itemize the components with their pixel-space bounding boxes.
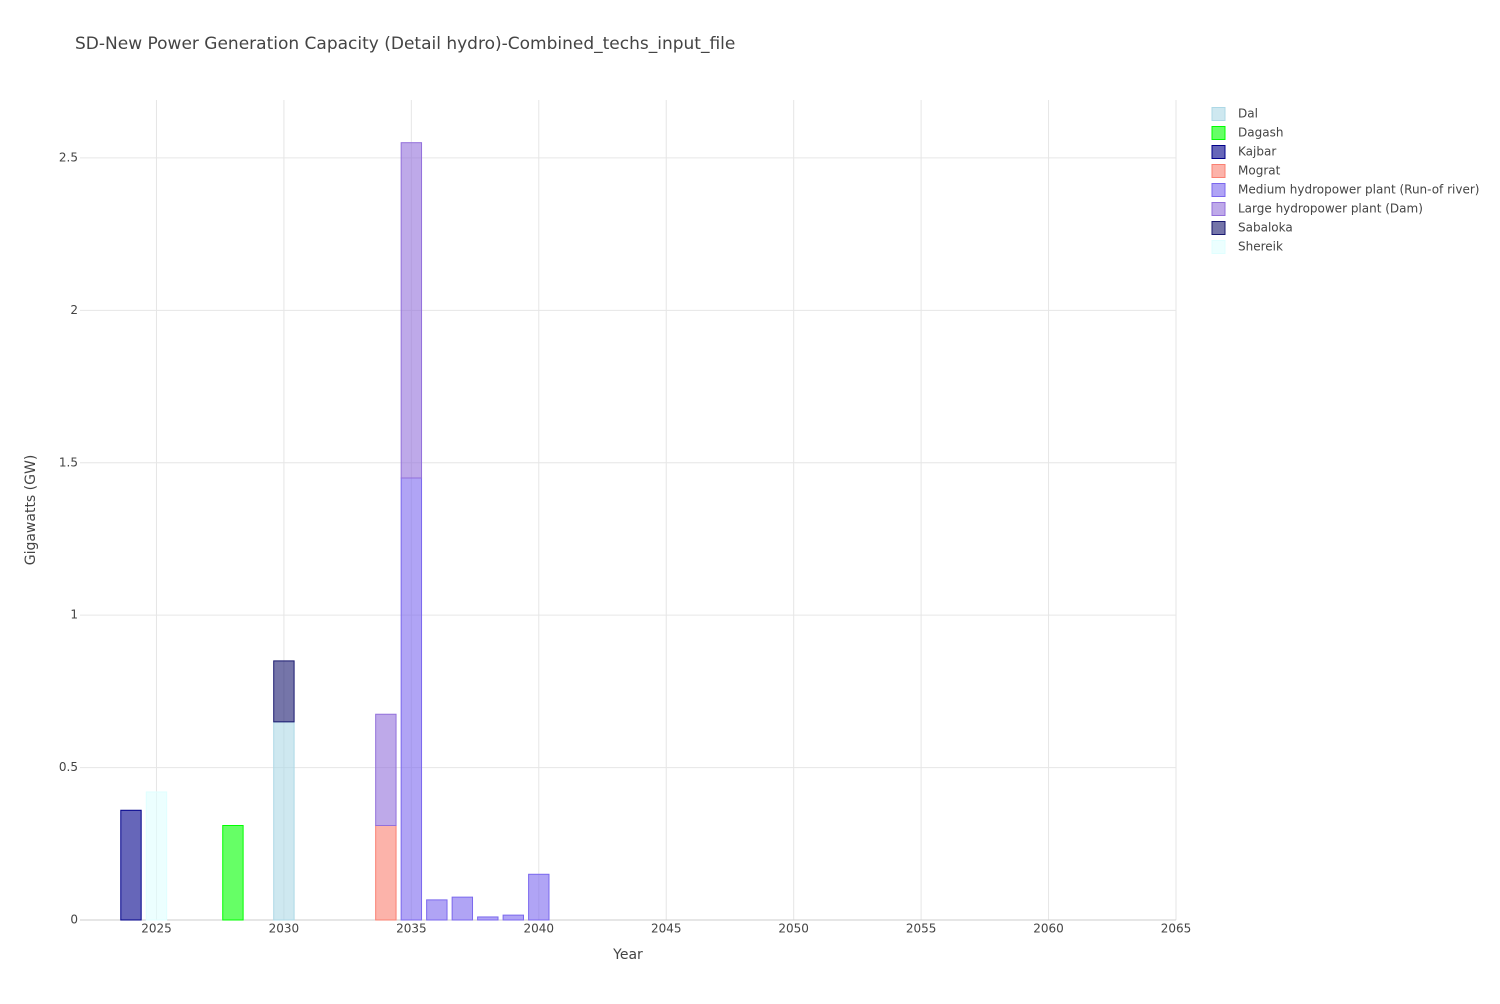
legend-swatch — [1211, 126, 1226, 140]
y-axis-title: Gigawatts (GW) — [23, 455, 39, 566]
x-tick-label: 2050 — [778, 922, 809, 936]
x-tick-label: 2055 — [906, 922, 937, 936]
legend-swatch — [1211, 221, 1226, 235]
y-tick-label: 1 — [70, 608, 78, 622]
legend-swatch — [1211, 183, 1226, 197]
bar — [477, 916, 499, 921]
bar — [451, 896, 474, 921]
x-tick-label: 2045 — [651, 922, 682, 936]
bar — [528, 873, 550, 921]
x-tick-label: 2030 — [269, 922, 300, 936]
y-tick-label: 2 — [70, 303, 78, 317]
legend-swatch — [1211, 107, 1226, 121]
y-tick-label: 1.5 — [59, 455, 78, 469]
bar — [375, 825, 397, 921]
legend-swatch — [1211, 164, 1226, 178]
chart-title: SD-New Power Generation Capacity (Detail… — [75, 34, 735, 54]
x-tick-label: 2060 — [1033, 922, 1064, 936]
legend-label: Sabaloka — [1238, 221, 1293, 235]
x-tick-label: 2025 — [141, 922, 172, 936]
legend-label: Mograt — [1238, 164, 1281, 178]
bar — [502, 914, 524, 921]
bar — [400, 142, 423, 479]
bar — [375, 713, 397, 827]
y-tick-label: 2.5 — [59, 150, 78, 164]
bar — [273, 660, 295, 723]
legend-swatch — [1211, 202, 1226, 216]
bar — [273, 721, 295, 921]
legend-swatch — [1211, 145, 1226, 159]
bar — [426, 899, 448, 921]
bar — [145, 791, 168, 921]
legend-swatch — [1211, 240, 1226, 254]
x-tick-label: 2040 — [524, 922, 555, 936]
y-tick-label: 0 — [70, 913, 78, 927]
legend-label: Medium hydropower plant (Run-of river) — [1238, 183, 1479, 197]
y-tick-label: 0.5 — [59, 760, 78, 774]
legend-label: Dal — [1238, 107, 1258, 121]
x-axis-title: Year — [612, 947, 643, 963]
legend-label: Shereik — [1238, 240, 1283, 254]
legend-label: Large hydropower plant (Dam) — [1238, 202, 1423, 216]
bar — [222, 825, 244, 921]
bar — [120, 809, 142, 921]
legend-label: Kajbar — [1238, 145, 1276, 159]
x-tick-label: 2065 — [1161, 922, 1192, 936]
legend-label: Dagash — [1238, 126, 1283, 140]
bar — [400, 477, 423, 921]
x-tick-label: 2035 — [396, 922, 427, 936]
